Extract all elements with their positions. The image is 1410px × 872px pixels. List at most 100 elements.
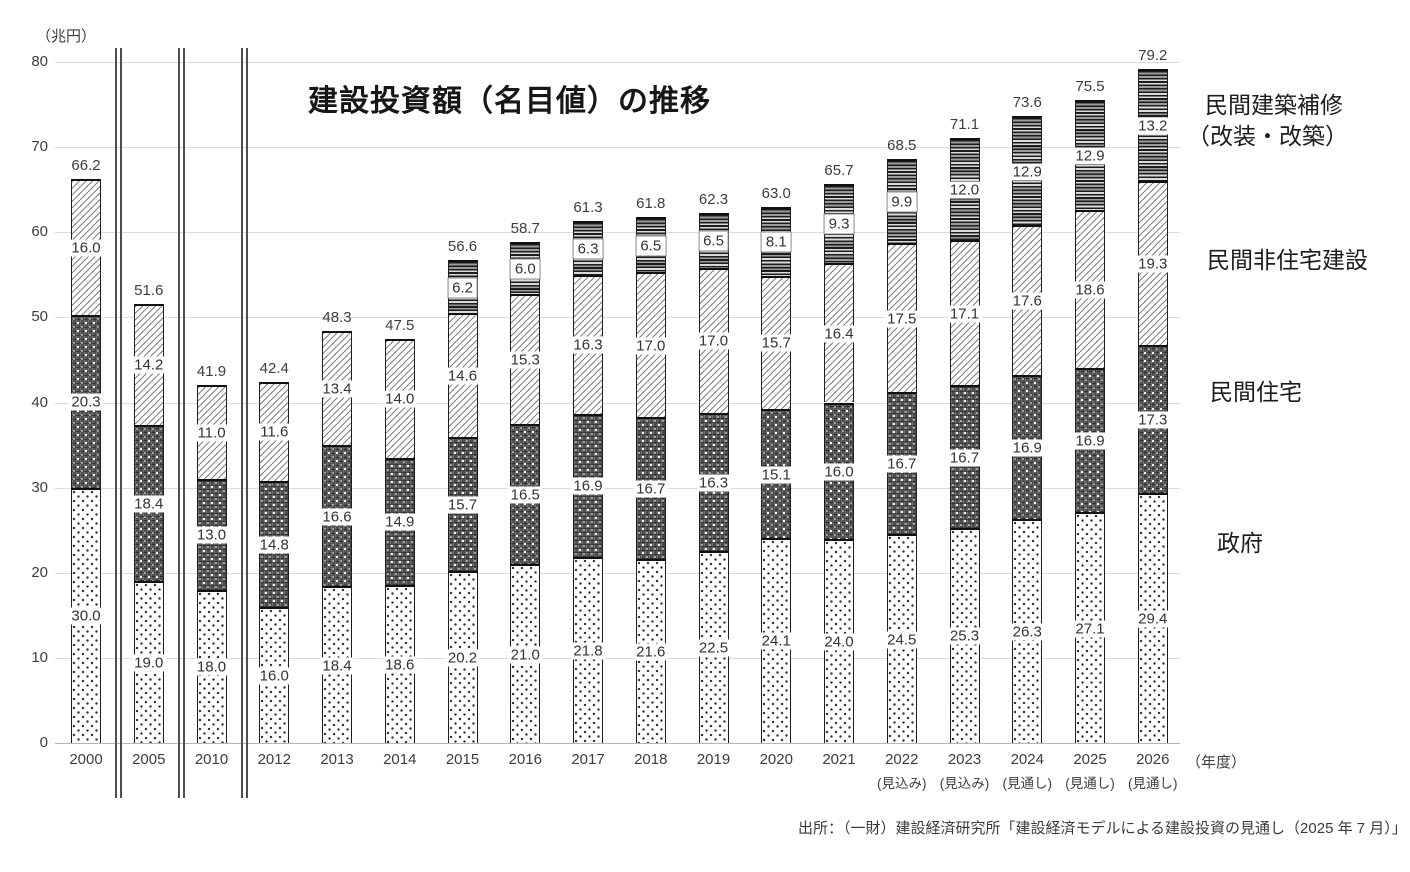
segment-value-label: 24.1 <box>759 632 793 650</box>
segment-value-label: 13.2 <box>1136 117 1170 135</box>
bar-segment-nonres-2013: 13.4 <box>320 330 354 446</box>
source-note: 出所：（一財）建設経済研究所「建設経済モデルによる建設投資の見通し（2025 年… <box>798 820 1407 837</box>
legend-label-house: 民間住宅 <box>1210 379 1302 405</box>
segment-value-label: 12.0 <box>947 181 982 199</box>
y-axis-unit-label: （兆円） <box>36 28 97 45</box>
segment-value-label: 14.2 <box>132 356 166 374</box>
segment-value-label: 19.0 <box>132 654 166 672</box>
x-axis-year-label: 2019 <box>696 751 731 768</box>
y-axis-tick-label: 10 <box>31 648 48 666</box>
segment-value-label: 6.5 <box>698 230 729 252</box>
segment-value-label: 11.0 <box>195 424 228 442</box>
segment-value-label: 14.0 <box>383 390 417 408</box>
bar-segment-nonres-2014: 14.0 <box>383 338 417 458</box>
bar-segment-nonres-2012: 11.6 <box>258 382 291 481</box>
x-axis-year-label: 2023 <box>947 751 982 768</box>
x-axis-forecast-label: (見通し) <box>1128 776 1178 791</box>
bar-segment-house-2022: 16.7 <box>885 392 919 535</box>
legend-label-nonres: 民間非住宅建設 <box>1207 247 1368 273</box>
segment-value-label: 16.9 <box>1010 439 1044 457</box>
gridline <box>55 487 1180 489</box>
segment-value-label: 16.4 <box>822 325 856 343</box>
segment-value-label: 20.3 <box>69 393 103 411</box>
bar-segment-repair-2018: 6.5 <box>635 216 667 273</box>
y-axis-tick-label: 70 <box>31 138 48 156</box>
segment-value-label: 12.9 <box>1010 163 1044 181</box>
segment-value-label: 17.0 <box>696 332 731 350</box>
segment-value-label: 16.7 <box>634 480 668 498</box>
x-axis-year-label: 2000 <box>69 751 103 768</box>
y-axis-tick-label: 50 <box>31 308 48 326</box>
bar-segment-nonres-2025: 18.6 <box>1073 210 1107 369</box>
gridline <box>55 402 1180 404</box>
segment-value-label: 27.1 <box>1073 620 1107 638</box>
bar-segment-gov-2014: 18.6 <box>383 584 417 743</box>
bar-segment-house-2025: 16.9 <box>1073 368 1107 513</box>
bar-total-label: 62.3 <box>698 190 729 208</box>
x-axis-forecast-label: (見通し) <box>1002 776 1053 791</box>
bar-total-label: 47.5 <box>385 316 415 334</box>
bar-total-label: 75.5 <box>1075 78 1105 96</box>
segment-value-label: 15.1 <box>759 466 793 484</box>
bar-segment-house-2018: 16.7 <box>634 416 668 560</box>
bar-segment-gov-2000: 30.0 <box>69 487 103 743</box>
bar-segment-house-2023: 16.7 <box>947 385 982 528</box>
bar-total-label: 48.3 <box>322 308 352 326</box>
bar-segment-house-2013: 16.6 <box>320 445 354 587</box>
bar-total-label: 61.3 <box>573 199 603 217</box>
bar-segment-gov-2016: 21.0 <box>508 564 542 743</box>
bar-segment-gov-2012: 16.0 <box>257 606 291 743</box>
gridline <box>55 572 1180 574</box>
bar-segment-house-2021: 16.0 <box>822 402 856 539</box>
segment-value-label: 22.5 <box>696 639 731 657</box>
bar-segment-house-2000: 20.3 <box>69 314 103 488</box>
x-axis-year-label: 2013 <box>320 751 354 768</box>
bar-segment-nonres-2018: 17.0 <box>634 272 668 417</box>
bar-segment-repair-2022: 9.9 <box>886 159 918 244</box>
x-axis-year-label: 2017 <box>571 751 605 768</box>
bar-total-label: 73.6 <box>1012 93 1042 111</box>
segment-value-label: 25.3 <box>947 627 982 645</box>
segment-value-label: 14.8 <box>257 536 291 554</box>
bar-segment-gov-2025: 27.1 <box>1073 512 1107 743</box>
bar-segment-house-2024: 16.9 <box>1010 375 1044 520</box>
x-axis-year-label: 2024 <box>1010 751 1044 768</box>
legend-item-nonres: 民間非住宅建設 <box>1207 245 1368 276</box>
bar-segment-repair-2026: 13.2 <box>1136 68 1170 182</box>
bar-segment-nonres-2023: 17.1 <box>947 239 982 386</box>
bar-total-label: 63.0 <box>761 184 791 202</box>
segment-value-label: 16.3 <box>571 336 605 354</box>
bar-segment-gov-2024: 26.3 <box>1010 519 1044 743</box>
bar-segment-nonres-2021: 16.4 <box>822 262 856 403</box>
segment-value-label: 29.4 <box>1136 610 1170 628</box>
segment-value-label: 6.3 <box>572 238 604 260</box>
y-axis-tick-label: 80 <box>31 53 48 70</box>
bar-segment-house-2020: 15.1 <box>759 409 793 538</box>
bar-total-label: 66.2 <box>71 156 101 174</box>
chart-title: 建設投資額（名目値）の推移 <box>308 85 711 118</box>
bar-segment-repair-2023: 12.0 <box>947 137 982 240</box>
segment-value-label: 6.5 <box>635 235 667 257</box>
segment-value-label: 14.9 <box>383 513 417 531</box>
bar-segment-house-2015: 15.7 <box>445 437 480 572</box>
bar-segment-repair-2019: 6.5 <box>698 212 729 268</box>
segment-value-label: 17.6 <box>1010 292 1044 310</box>
x-axis-year-label: 2010 <box>194 751 229 768</box>
segment-value-label: 26.3 <box>1010 623 1044 641</box>
bar-segment-repair-2020: 8.1 <box>760 206 792 276</box>
bar-segment-gov-2005: 19.0 <box>132 581 166 743</box>
segment-value-label: 17.0 <box>634 337 668 355</box>
segment-value-label: 8.1 <box>760 231 792 253</box>
bar-total-label: 68.5 <box>887 137 917 155</box>
bar-total-label: 65.7 <box>824 161 854 179</box>
bar-segment-gov-2026: 29.4 <box>1136 492 1170 743</box>
segment-value-label: 17.5 <box>885 310 919 328</box>
segment-value-label: 15.3 <box>508 351 542 369</box>
y-axis-tick-label: 20 <box>31 563 48 581</box>
gridline <box>55 657 1180 659</box>
x-axis-year-label: 2021 <box>822 751 856 768</box>
bar-segment-gov-2019: 22.5 <box>696 551 731 743</box>
x-axis-year-label: 2020 <box>759 751 793 768</box>
bar-segment-repair-2021: 9.3 <box>823 183 855 263</box>
bar-segment-house-2019: 16.3 <box>696 412 731 552</box>
